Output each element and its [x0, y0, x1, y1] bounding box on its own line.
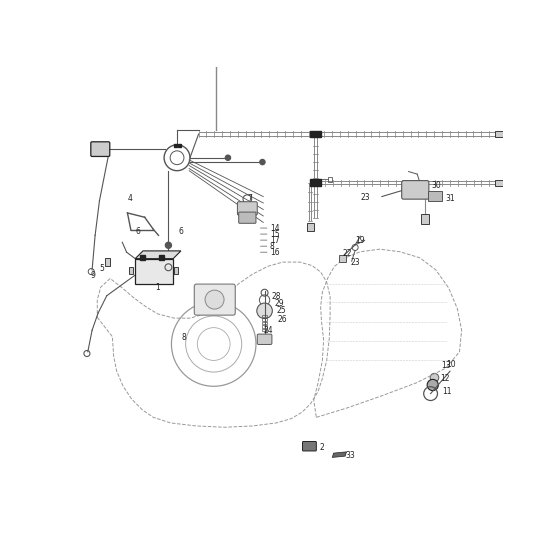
Text: 31: 31: [446, 194, 455, 203]
Bar: [495, 131, 505, 137]
Text: 19: 19: [355, 236, 365, 245]
Circle shape: [430, 374, 439, 382]
Text: 5: 5: [100, 264, 104, 273]
Bar: [421, 214, 429, 224]
Text: 7: 7: [248, 194, 252, 203]
Bar: [328, 177, 332, 183]
Text: 29: 29: [274, 299, 284, 308]
Text: 4: 4: [128, 194, 132, 203]
Text: 22: 22: [342, 249, 352, 258]
FancyBboxPatch shape: [257, 334, 272, 344]
Text: 6: 6: [135, 227, 140, 236]
Bar: [262, 318, 267, 321]
Text: 6: 6: [178, 227, 183, 236]
Bar: [262, 325, 267, 328]
Polygon shape: [332, 452, 347, 458]
Bar: [428, 192, 442, 201]
Bar: [310, 130, 321, 138]
Bar: [178, 144, 181, 147]
Circle shape: [260, 160, 265, 165]
Bar: [307, 223, 314, 231]
FancyBboxPatch shape: [91, 142, 110, 156]
Text: 30: 30: [431, 181, 441, 190]
Circle shape: [225, 155, 231, 160]
FancyBboxPatch shape: [302, 441, 316, 451]
Text: 12: 12: [440, 374, 450, 383]
Bar: [174, 144, 176, 147]
Bar: [262, 315, 267, 318]
Bar: [105, 258, 110, 267]
Text: 23: 23: [360, 193, 370, 202]
Polygon shape: [135, 251, 181, 259]
Text: 10: 10: [446, 360, 456, 369]
Text: 16: 16: [270, 248, 279, 256]
FancyBboxPatch shape: [239, 212, 256, 223]
Text: 23: 23: [351, 258, 361, 267]
Bar: [129, 267, 133, 274]
Bar: [262, 329, 267, 331]
Bar: [262, 321, 267, 324]
Bar: [159, 255, 164, 259]
FancyBboxPatch shape: [194, 284, 235, 315]
Text: 14: 14: [270, 223, 279, 232]
Circle shape: [427, 379, 438, 391]
Text: 11: 11: [442, 387, 452, 396]
Bar: [174, 267, 178, 274]
Circle shape: [257, 303, 272, 319]
Text: 24: 24: [263, 326, 273, 335]
FancyBboxPatch shape: [402, 181, 429, 199]
Circle shape: [165, 242, 171, 248]
Bar: [495, 180, 505, 186]
Text: 25: 25: [276, 306, 286, 315]
Text: 17: 17: [270, 236, 279, 245]
Text: 9: 9: [91, 270, 96, 279]
Text: 1: 1: [156, 283, 160, 292]
FancyBboxPatch shape: [237, 202, 257, 215]
Text: 33: 33: [345, 451, 355, 460]
Text: 13: 13: [441, 361, 451, 370]
Text: 8: 8: [270, 242, 274, 251]
Text: 2: 2: [319, 443, 324, 452]
Text: 28: 28: [272, 292, 282, 301]
Circle shape: [205, 290, 224, 309]
Text: 26: 26: [278, 315, 287, 324]
Bar: [310, 179, 321, 186]
Text: 15: 15: [270, 230, 279, 239]
Text: 8: 8: [181, 334, 186, 343]
Bar: [135, 259, 173, 284]
Bar: [339, 255, 346, 262]
Bar: [139, 255, 144, 259]
